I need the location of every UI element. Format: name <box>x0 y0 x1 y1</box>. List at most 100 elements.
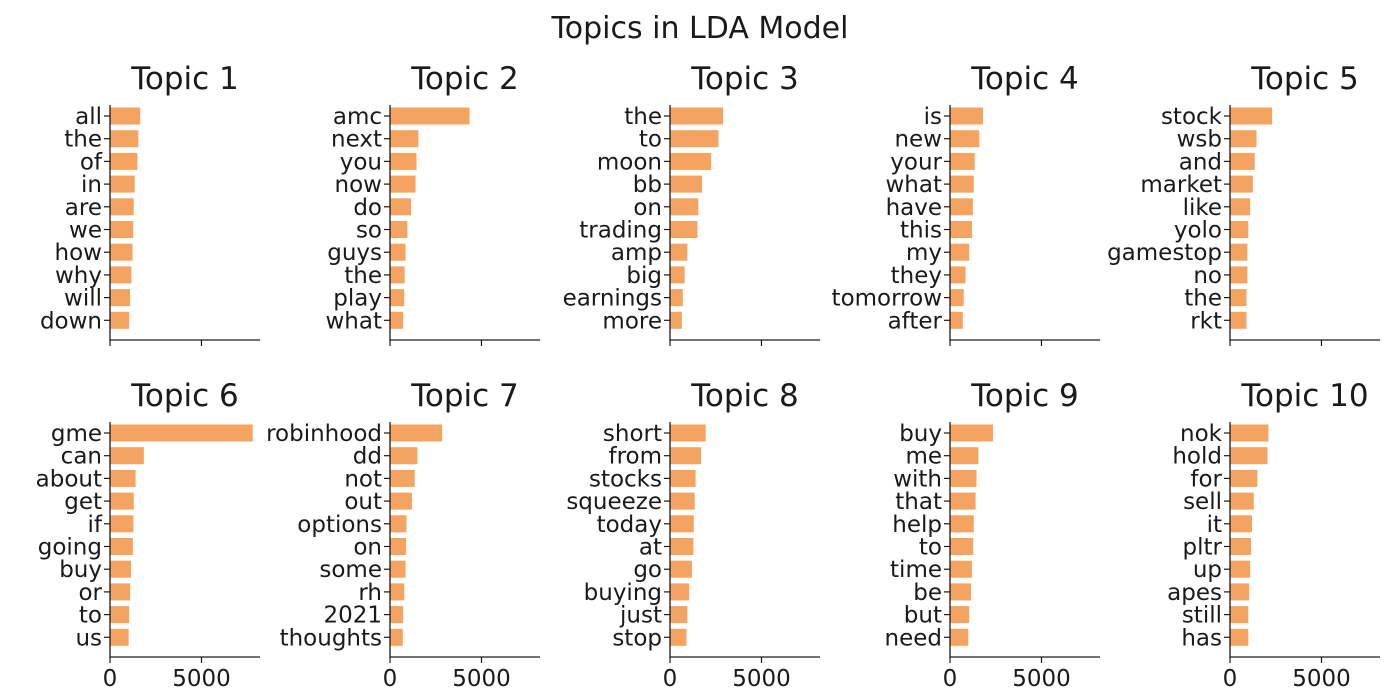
bar <box>110 175 135 193</box>
bar-label: my <box>906 240 942 266</box>
bar <box>670 560 692 578</box>
bar <box>390 492 412 510</box>
bar <box>390 130 419 148</box>
bar <box>1230 311 1247 329</box>
bar <box>110 538 133 555</box>
bar <box>110 424 253 442</box>
panel-title: Topic 7 <box>410 378 519 414</box>
panel-title: Topic 5 <box>1250 61 1359 97</box>
x-tick-label: 5000 <box>1012 666 1071 692</box>
bar-label: are <box>65 195 102 221</box>
bar-label: more <box>602 308 662 334</box>
bar <box>1230 289 1247 307</box>
bar-label: have <box>886 195 942 221</box>
bar-label: guys <box>327 240 382 266</box>
bar <box>1230 221 1249 238</box>
bar-label: buying <box>584 580 662 606</box>
bar-label: your <box>890 149 942 175</box>
bar-label: no <box>1193 263 1222 289</box>
bar <box>390 152 417 170</box>
bar-label: rh <box>358 580 382 606</box>
bar-label: stocks <box>589 466 662 492</box>
bar <box>950 289 964 307</box>
bar-label: from <box>608 444 662 470</box>
panel-title: Topic 2 <box>410 61 519 97</box>
bar-label: this <box>900 218 942 244</box>
bar <box>1230 606 1249 624</box>
bar <box>950 152 975 170</box>
bar-label: still <box>1182 603 1222 629</box>
x-tick-label: 5000 <box>172 666 231 692</box>
bar-label: what <box>325 308 382 334</box>
bar-label: with <box>893 466 942 492</box>
bar-label: just <box>619 603 662 629</box>
bar <box>110 266 132 284</box>
bar-label: is <box>924 104 942 130</box>
bar-label: up <box>1193 557 1222 583</box>
bar <box>950 243 970 261</box>
bar <box>670 289 683 307</box>
bar-label: what <box>885 172 942 198</box>
bar <box>670 221 698 238</box>
topic-panel: Topic 4 isnewyourwhathavethismytheytomorr… <box>832 61 1100 346</box>
bar <box>1230 469 1258 487</box>
bar-label: at <box>639 535 662 561</box>
bar <box>950 311 963 329</box>
bar <box>950 221 972 238</box>
bar-label: tomorrow <box>832 286 942 312</box>
bar <box>670 447 702 465</box>
bar-label: after <box>888 308 943 334</box>
bar-label: gme <box>51 421 102 447</box>
bar <box>1230 424 1269 442</box>
x-tick-label: 5000 <box>1292 666 1351 692</box>
bar-label: go <box>633 557 662 583</box>
bar <box>110 560 132 578</box>
bar-label: robinhood <box>266 421 382 447</box>
bar-label: the <box>344 263 382 289</box>
bar <box>390 266 405 284</box>
bar-label: market <box>1140 172 1222 198</box>
bar <box>670 266 685 284</box>
topic-panel: Topic 10 nokholdforsellitpltrupapesstillh… <box>1167 378 1380 692</box>
bar <box>950 130 980 148</box>
bar <box>950 628 969 646</box>
panel-title: Topic 3 <box>690 61 799 97</box>
bar <box>110 447 144 465</box>
bar-label: yolo <box>1174 218 1222 244</box>
bar <box>110 152 138 170</box>
bar-label: now <box>335 172 382 198</box>
bar-label: on <box>353 535 382 561</box>
bar-label: short <box>603 421 662 447</box>
bar <box>110 583 131 601</box>
bar <box>670 515 694 533</box>
bar <box>670 469 696 487</box>
bar <box>950 606 970 624</box>
bar-label: hold <box>1172 444 1222 470</box>
bar <box>110 198 134 216</box>
bar <box>390 447 418 465</box>
bar <box>390 221 408 238</box>
bar <box>1230 175 1253 193</box>
bar <box>390 538 407 555</box>
bar-label: apes <box>1167 580 1222 606</box>
x-tick-label: 5000 <box>452 666 511 692</box>
bar-label: sell <box>1183 489 1222 515</box>
bar <box>390 628 403 646</box>
bar <box>110 515 134 533</box>
bar-label: so <box>356 218 382 244</box>
bar-label: or <box>78 580 102 606</box>
bar-label: trading <box>579 218 662 244</box>
bar-label: out <box>344 489 382 515</box>
x-tick-label: 0 <box>103 666 118 692</box>
bar-label: gamestop <box>1107 240 1222 266</box>
bar-label: stock <box>1161 104 1223 130</box>
bar-label: buy <box>59 557 102 583</box>
bar-label: be <box>913 580 942 606</box>
bar-label: moon <box>597 149 662 175</box>
bar <box>1230 515 1252 533</box>
panel-title: Topic 6 <box>130 378 239 414</box>
bar-label: if <box>88 512 103 538</box>
bar-label: squeeze <box>566 489 662 515</box>
bar-label: but <box>904 603 942 629</box>
bar-label: amc <box>333 104 382 130</box>
